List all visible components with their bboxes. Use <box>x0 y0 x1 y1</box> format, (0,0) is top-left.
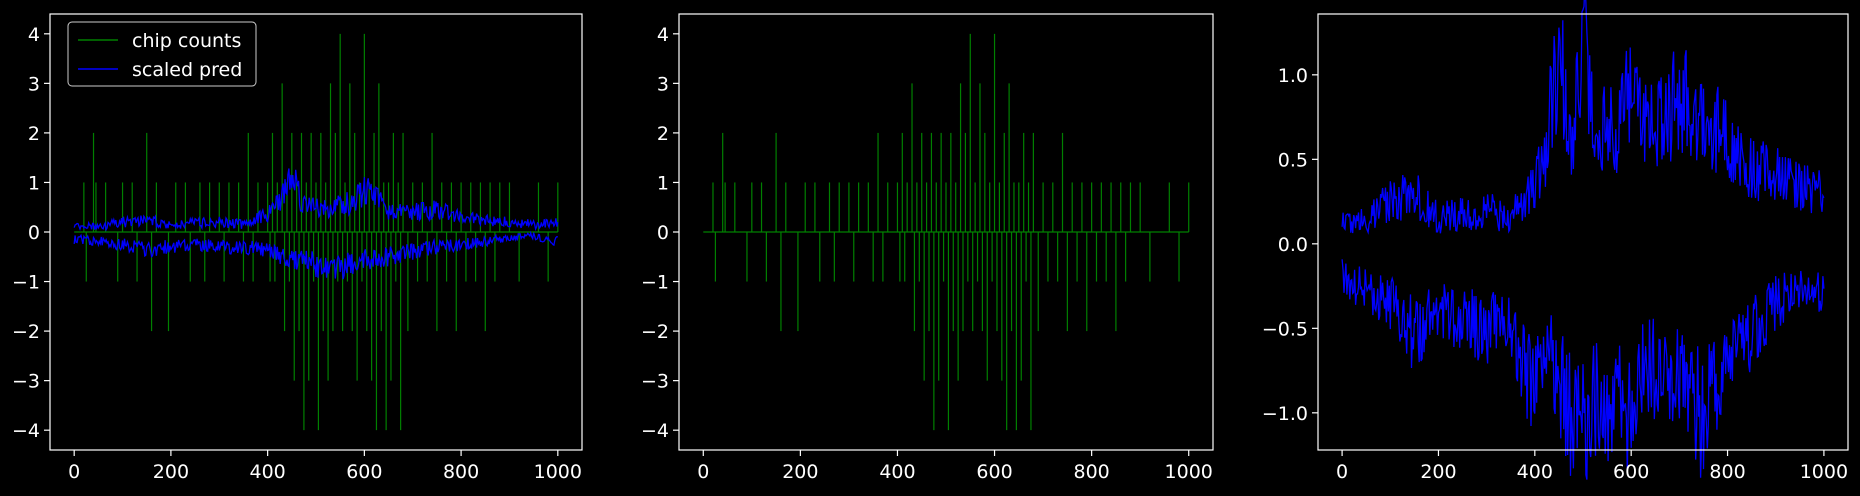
x-tick-label: 1000 <box>1800 461 1848 483</box>
legend-label-scaled-pred: scaled pred <box>132 59 242 81</box>
x-tick-label: 600 <box>1613 461 1649 483</box>
x-tick-label: 400 <box>879 461 915 483</box>
y-tick-label: 3 <box>28 73 40 95</box>
right-panel: 0 200 400 600 800 1000 −1.0 −0.5 0.0 0.5 1.0 <box>1262 0 1849 483</box>
y-tick-label: 4 <box>657 24 669 46</box>
y-tick-label: 4 <box>28 24 40 46</box>
y-tick-label: −0.5 <box>1262 318 1308 340</box>
x-tick-label: 600 <box>346 461 382 483</box>
y-tick-label: −3 <box>12 371 40 393</box>
x-tick-label: 0 <box>697 461 709 483</box>
x-tick-label: 400 <box>1517 461 1553 483</box>
y-tick-label: 0 <box>28 222 40 244</box>
scaled-pred-upper-line <box>1341 0 1825 235</box>
y-tick-label: 0 <box>657 222 669 244</box>
left-panel: 0 200 400 600 800 1000 −4 −3 −2 −1 0 1 2 3 4 <box>12 13 583 483</box>
y-tick-label: −2 <box>641 321 669 343</box>
y-tick-label: −1 <box>12 272 40 294</box>
y-tick-label: 1.0 <box>1278 65 1308 87</box>
x-tick-label: 800 <box>1709 461 1745 483</box>
y-tick-label: −4 <box>12 420 40 442</box>
y-tick-label: 2 <box>657 123 669 145</box>
y-tick-label: 2 <box>28 123 40 145</box>
x-tick-label: 400 <box>250 461 286 483</box>
y-tick-label: −4 <box>641 420 669 442</box>
x-tick-label: 200 <box>153 461 189 483</box>
x-tick-label: 1000 <box>1165 461 1213 483</box>
x-tick-label: 0 <box>1336 461 1348 483</box>
x-tick-label: 600 <box>976 461 1012 483</box>
scaled-pred-upper-line <box>73 168 559 232</box>
series-scaled-pred <box>1341 0 1825 480</box>
legend: chip counts scaled pred <box>67 21 257 87</box>
y-tick-label: 1 <box>657 172 669 194</box>
y-tick-label: −1.0 <box>1262 403 1308 425</box>
scaled-pred-lower-line <box>73 230 558 280</box>
x-tick-label: 1000 <box>534 461 582 483</box>
series-scaled-pred <box>73 168 559 280</box>
series-chip-counts <box>703 33 1190 431</box>
y-tick-label: 3 <box>657 73 669 95</box>
x-tick-label: 200 <box>1420 461 1456 483</box>
x-tick-label: 800 <box>1074 461 1110 483</box>
legend-label-chip-counts: chip counts <box>132 30 241 52</box>
y-tick-label: 0.5 <box>1278 149 1308 171</box>
x-tick-label: 0 <box>68 461 80 483</box>
y-tick-label: −2 <box>12 321 40 343</box>
axes-frame <box>1317 13 1849 451</box>
x-tick-label: 800 <box>443 461 479 483</box>
y-tick-label: 0.0 <box>1278 234 1308 256</box>
y-tick-label: −3 <box>641 371 669 393</box>
scaled-pred-lower-line <box>1341 259 1825 480</box>
legend-box <box>67 21 257 87</box>
x-tick-label: 200 <box>782 461 818 483</box>
middle-panel: 0 200 400 600 800 1000 −4 −3 −2 −1 0 1 2 3 4 <box>641 13 1214 483</box>
y-tick-label: −1 <box>641 272 669 294</box>
y-tick-label: 1 <box>28 172 40 194</box>
